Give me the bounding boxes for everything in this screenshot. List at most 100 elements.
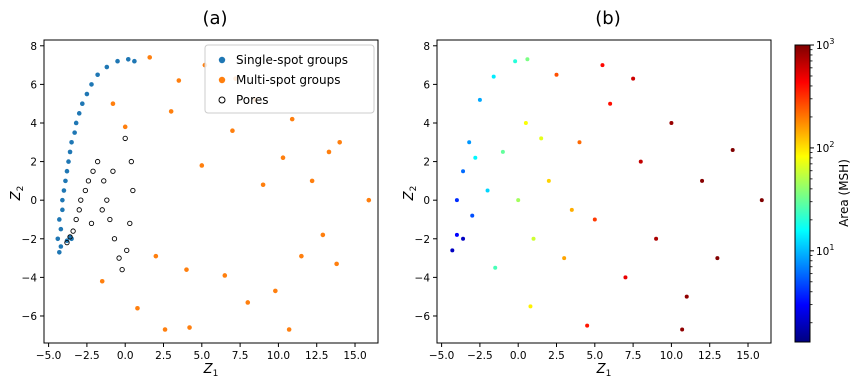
multi-spot-point (153, 253, 159, 259)
area-colored-point (546, 178, 551, 183)
area-colored-point (454, 232, 459, 237)
panel-a-chart: −5.0 −2.5 0.0 2.5 5.0 7.5 10.0 12.5 15.0 −6 −4 −2 0… (9, 39, 379, 379)
colorbar-gradient (794, 44, 811, 343)
pore-point (73, 216, 79, 223)
multi-spot-point (222, 273, 228, 278)
x-tick-label: 12.5 (698, 350, 721, 362)
y-tick-label: −2 (22, 234, 37, 246)
pore-point (88, 220, 95, 226)
panel-b-y-ticks: −6 −4 −2 0 2 4 6 8 (415, 41, 437, 323)
multi-spot-point (245, 300, 251, 305)
pore-point (119, 267, 125, 273)
colorbar-tick-label: 102 (816, 140, 834, 155)
pore-point (78, 197, 84, 203)
panel-b-x-ticks: −5.0 −2.5 0.0 2.5 5.0 7.5 10.0 12.5 15.0 (429, 343, 760, 362)
panel-b-label: (b) (595, 8, 620, 29)
panel-a-axes-frame (43, 39, 379, 344)
x-tick-label: 0.0 (510, 350, 527, 362)
y-tick-label: 6 (30, 79, 37, 91)
multi-spot-point (337, 139, 342, 145)
multi-spot-point (199, 163, 205, 168)
pore-point (124, 247, 130, 254)
area-colored-point (513, 59, 518, 64)
multi-spot-point (135, 305, 140, 311)
colorbar-tick-label: 101 (816, 243, 834, 258)
single-spot-point (132, 58, 137, 64)
y-tick-label: −4 (415, 272, 431, 284)
single-spot-point (63, 178, 68, 184)
y-tick-label: 0 (30, 195, 37, 207)
single-spot-point (73, 120, 79, 126)
x-tick-label: −5.0 (36, 350, 62, 362)
colorbar-label: Area (MSH) (837, 159, 851, 227)
area-colored-point (516, 198, 521, 203)
single-spot-point (60, 197, 65, 203)
area-colored-point (554, 72, 559, 77)
colorbar: 103 102 101 Area (MSH) (794, 37, 851, 343)
pore-point (111, 236, 118, 242)
area-colored-point (461, 236, 466, 241)
pore-point (82, 187, 89, 194)
multi-spot-point (99, 278, 105, 284)
multi-spot-point (273, 288, 278, 294)
multi-spot-point (320, 232, 326, 238)
area-colored-point (600, 63, 605, 68)
single-spot-point (76, 111, 82, 116)
single-spot-point (60, 207, 65, 213)
panel-a-legend: Single-spot groups Multi-spot groups Por… (204, 44, 375, 114)
y-tick-label: 8 (423, 41, 430, 53)
multi-spot-point (334, 261, 339, 267)
single-spot-point (58, 226, 64, 232)
panel-b-chart: −5.0 −2.5 0.0 2.5 5.0 7.5 10.0 12.5 15.0 −6 −4 −2 0… (402, 39, 772, 379)
multi-spot-point (184, 267, 189, 272)
x-tick-label: 12.5 (305, 350, 328, 362)
area-colored-point (715, 256, 720, 261)
pore-point (90, 168, 96, 174)
single-spot-point (67, 149, 73, 155)
area-colored-point (477, 97, 482, 102)
panel-a-y-axis-label: Z2 (9, 186, 26, 202)
multi-spot-point (230, 128, 235, 134)
area-colored-point (454, 198, 459, 203)
x-tick-label: 5.0 (193, 350, 210, 362)
x-tick-label: 0.0 (117, 350, 134, 362)
area-colored-point (585, 323, 590, 328)
y-tick-label: 2 (423, 157, 430, 169)
multi-spot-point (187, 325, 192, 330)
area-colored-point (569, 207, 574, 212)
area-colored-point (669, 120, 674, 125)
x-tick-label: −5.0 (429, 350, 455, 362)
single-spot-point (69, 139, 74, 145)
panel-a-x-ticks: −5.0 −2.5 0.0 2.5 5.0 7.5 10.0 12.5 15.0 (36, 343, 367, 362)
area-colored-point (631, 76, 636, 81)
legend-pores-marker (218, 96, 226, 104)
area-colored-point (461, 169, 466, 174)
panel-b-axes-frame (436, 39, 772, 344)
area-colored-point (528, 304, 533, 309)
y-tick-label: −6 (22, 311, 38, 323)
pore-point (127, 220, 133, 226)
area-colored-point (450, 248, 455, 253)
y-tick-label: −2 (415, 234, 430, 246)
y-tick-label: 0 (423, 195, 430, 207)
area-colored-point (700, 178, 705, 183)
multi-spot-point (162, 327, 168, 332)
area-colored-point (680, 327, 685, 332)
colorbar-tick-label: 103 (816, 37, 834, 52)
x-tick-label: 5.0 (586, 350, 603, 362)
single-spot-point (89, 82, 94, 87)
y-tick-label: −6 (415, 311, 431, 323)
area-colored-point (623, 275, 628, 280)
pore-point (94, 158, 101, 165)
legend-multi-marker (218, 76, 226, 84)
legend-single-marker (218, 56, 226, 64)
multi-spot-point (326, 149, 332, 155)
area-colored-point (638, 159, 643, 164)
y-tick-label: 6 (423, 79, 430, 91)
multi-spot-point (299, 253, 304, 259)
colorbar-ticks: 103 102 101 (810, 37, 834, 324)
area-colored-point (654, 236, 659, 241)
pore-point (110, 168, 116, 174)
